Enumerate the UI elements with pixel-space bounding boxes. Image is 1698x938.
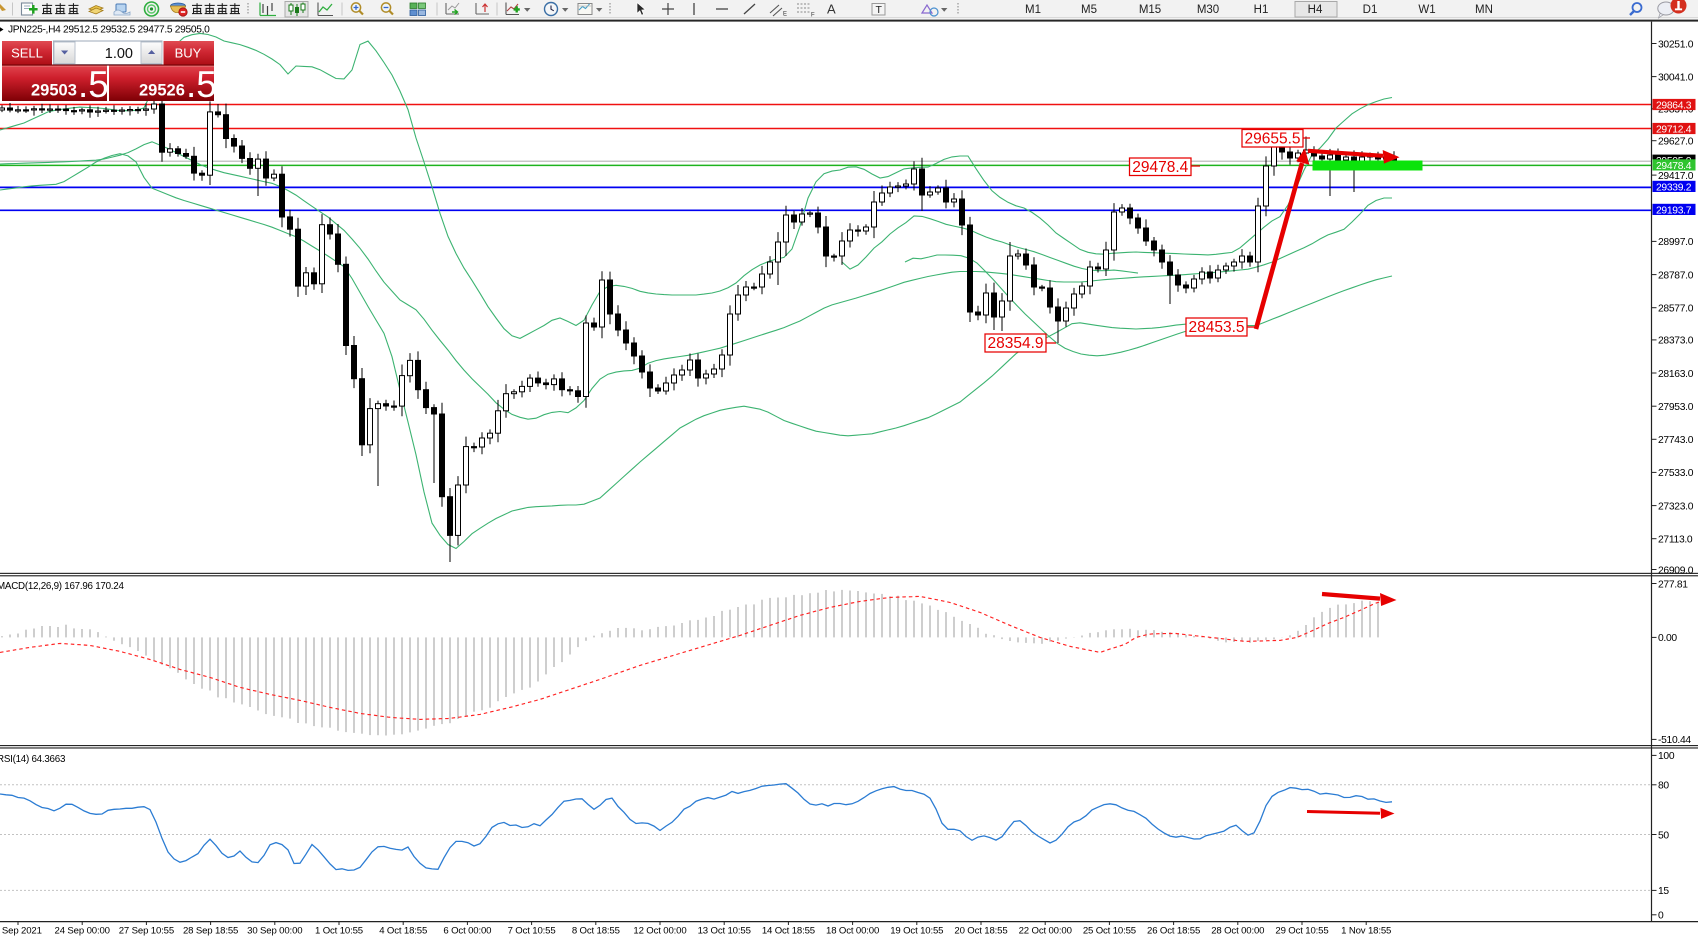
svg-text:29712.4: 29712.4: [1656, 124, 1692, 135]
svg-text:26 Oct 18:55: 26 Oct 18:55: [1147, 926, 1200, 937]
svg-text:6 Oct 00:00: 6 Oct 00:00: [443, 926, 491, 937]
svg-text:22 Oct 00:00: 22 Oct 00:00: [1019, 926, 1072, 937]
svg-text:29655.5: 29655.5: [1244, 130, 1300, 147]
svg-text:27743.0: 27743.0: [1658, 435, 1694, 446]
svg-text:18 Oct 00:00: 18 Oct 00:00: [826, 926, 879, 937]
svg-text:M30: M30: [1197, 4, 1219, 16]
svg-text:29478.4: 29478.4: [1656, 161, 1692, 172]
svg-text:JPN225-,H4 29512.5 29532.5 29: JPN225-,H4 29512.5 29532.5 29477.5 29505…: [8, 25, 210, 36]
svg-text:4 Oct 18:55: 4 Oct 18:55: [379, 926, 427, 937]
svg-text:30251.0: 30251.0: [1658, 39, 1694, 50]
svg-text:80: 80: [1658, 781, 1669, 792]
svg-text:28787.0: 28787.0: [1658, 270, 1694, 281]
svg-text:RSI(14) 64.3663: RSI(14) 64.3663: [0, 754, 66, 765]
svg-text:.5: .5: [78, 64, 109, 105]
svg-text:277.81: 277.81: [1658, 579, 1688, 590]
svg-text:28 Oct 00:00: 28 Oct 00:00: [1211, 926, 1264, 937]
svg-text:24 Sep 00:00: 24 Sep 00:00: [55, 926, 110, 937]
svg-text:30 Sep 00:00: 30 Sep 00:00: [247, 926, 302, 937]
svg-text:28163.0: 28163.0: [1658, 369, 1694, 380]
svg-text:0: 0: [1658, 911, 1664, 922]
svg-text:29417.0: 29417.0: [1658, 171, 1694, 182]
svg-text:28577.0: 28577.0: [1658, 304, 1694, 315]
svg-text:15: 15: [1658, 886, 1669, 897]
svg-text:-510.44: -510.44: [1658, 735, 1691, 746]
svg-text:1 Oct 10:55: 1 Oct 10:55: [315, 926, 363, 937]
svg-text:0.00: 0.00: [1658, 633, 1677, 644]
svg-text:.5: .5: [186, 64, 217, 105]
svg-text:3 Sep 2021: 3 Sep 2021: [0, 926, 42, 937]
svg-text:SELL: SELL: [11, 46, 43, 61]
svg-text:27533.0: 27533.0: [1658, 468, 1694, 479]
svg-text:27113.0: 27113.0: [1658, 535, 1693, 546]
svg-text:19 Oct 10:55: 19 Oct 10:55: [890, 926, 943, 937]
svg-text:W1: W1: [1418, 4, 1435, 16]
svg-text:50: 50: [1658, 830, 1669, 841]
svg-text:BUY: BUY: [175, 46, 202, 61]
svg-text:28997.0: 28997.0: [1658, 237, 1694, 248]
svg-text:8 Oct 18:55: 8 Oct 18:55: [572, 926, 620, 937]
svg-text:D1: D1: [1363, 4, 1378, 16]
svg-text:F: F: [811, 13, 815, 19]
svg-text:MN: MN: [1475, 4, 1493, 16]
svg-text:M1: M1: [1025, 4, 1041, 16]
svg-text:25 Oct 10:55: 25 Oct 10:55: [1083, 926, 1136, 937]
svg-text:29 Oct 10:55: 29 Oct 10:55: [1275, 926, 1328, 937]
svg-text:A: A: [827, 2, 836, 17]
svg-text:26909.0: 26909.0: [1658, 565, 1694, 576]
svg-text:T: T: [876, 4, 883, 16]
svg-text:7 Oct 10:55: 7 Oct 10:55: [508, 926, 556, 937]
svg-text:14 Oct 18:55: 14 Oct 18:55: [762, 926, 815, 937]
svg-text:28373.0: 28373.0: [1658, 336, 1694, 347]
svg-text:28453.5: 28453.5: [1188, 319, 1244, 336]
svg-text:100: 100: [1658, 751, 1675, 762]
svg-text:27953.0: 27953.0: [1658, 402, 1694, 413]
svg-text:H4: H4: [1308, 4, 1323, 16]
svg-text:29864.3: 29864.3: [1656, 100, 1692, 111]
svg-text:E: E: [783, 12, 787, 18]
svg-text:27323.0: 27323.0: [1658, 501, 1694, 512]
svg-text:27 Sep 10:55: 27 Sep 10:55: [119, 926, 174, 937]
svg-text:29526: 29526: [139, 82, 185, 100]
svg-text:28354.9: 28354.9: [987, 335, 1043, 352]
svg-text:20 Oct 18:55: 20 Oct 18:55: [954, 926, 1007, 937]
svg-text:12 Oct 00:00: 12 Oct 00:00: [633, 926, 686, 937]
svg-text:1 Nov 18:55: 1 Nov 18:55: [1341, 926, 1391, 937]
svg-text:M15: M15: [1139, 4, 1161, 16]
svg-text:28 Sep 18:55: 28 Sep 18:55: [183, 926, 238, 937]
svg-text:1.00: 1.00: [105, 46, 133, 62]
svg-text:H1: H1: [1254, 4, 1269, 16]
svg-text:M5: M5: [1081, 4, 1097, 16]
svg-text:13 Oct 10:55: 13 Oct 10:55: [698, 926, 751, 937]
svg-text:29627.0: 29627.0: [1658, 137, 1694, 148]
svg-text:29478.4: 29478.4: [1132, 159, 1188, 176]
svg-text:29503: 29503: [31, 82, 77, 100]
svg-text:29193.7: 29193.7: [1656, 205, 1692, 216]
svg-text:30041.0: 30041.0: [1658, 72, 1694, 83]
svg-text:MACD(12,26,9) 167.96 170.24: MACD(12,26,9) 167.96 170.24: [0, 581, 124, 592]
svg-text:29339.2: 29339.2: [1656, 182, 1692, 193]
